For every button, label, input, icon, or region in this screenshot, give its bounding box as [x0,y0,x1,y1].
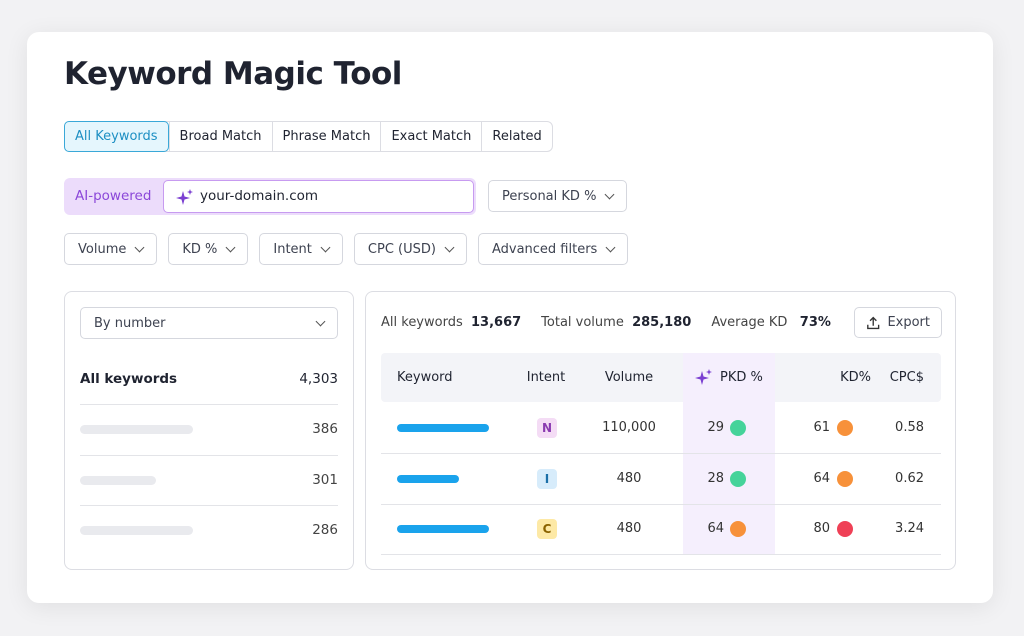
count: 286 [312,522,338,538]
summary-label: Total volume [541,315,624,330]
intent-badge: I [537,468,557,489]
export-button[interactable]: Export [854,307,942,338]
kd: 61 [813,420,830,435]
column-header: Intent [526,370,566,385]
filter[interactable]: Intent [259,233,343,265]
filter[interactable]: KD % [168,233,249,265]
page-title: Keyword Magic Tool [64,56,402,92]
volume: 480 [616,521,642,536]
domain-input[interactable]: your-domain.com [163,180,474,213]
summary-value: 13,667 [471,315,522,330]
right-panel: All keywords 13,667 Total volume 285,180… [365,291,956,570]
chevron [604,189,615,199]
keyword-placeholder [397,424,489,432]
kd-dot [837,420,853,436]
filter[interactable]: CPC (USD) [353,233,467,265]
chevron [444,242,455,252]
count: 301 [312,472,338,488]
export-icon [867,316,880,329]
match-tabs: All Keywords Broad Match Phrase Match Ex… [64,121,553,152]
table: Keyword Intent Volume PKD % KD% CPC$ N 110,000 2… [366,292,957,571]
cpc: 0.58 [895,420,924,435]
kd-dot [837,521,853,537]
filter-label: Intent [273,241,312,257]
filters: Volume KD % Intent CPC (USD) Advanced fi… [64,233,629,265]
summary-label: All keywords [381,315,463,330]
keyword-placeholder [397,474,459,483]
summary-value: 73% [799,315,831,330]
dropdown[interactable]: Personal KD % [488,180,628,212]
volume: 480 [616,470,642,486]
cpc: 3.24 [895,521,924,536]
separator [80,404,338,405]
filter[interactable]: Volume [64,233,158,265]
pkd: 64 [707,521,724,536]
ai-label: AI-powered [75,188,152,204]
pkd: 28 [707,470,724,486]
summary-value: 285,180 [632,315,692,330]
row-separator [381,503,941,505]
total-label: All keywords [80,371,178,387]
summary-item: Average KD 73% [711,315,831,330]
dropdown-label: Personal KD % [502,188,597,204]
filter-label: KD % [182,241,218,257]
chevron [605,242,616,252]
summary: All keywords 13,667 Total volume 285,180… [381,315,831,330]
sparkle-icon [695,369,713,387]
column-header: Volume [604,370,654,385]
cpc: 0.62 [895,470,924,486]
tab[interactable]: Broad Match [168,122,272,151]
ai-search: AI-powered your-domain.com [64,178,476,215]
separator [80,455,338,456]
dropdown[interactable]: By number [80,307,338,339]
chevron [134,242,145,252]
tab[interactable]: All Keywords [64,121,169,152]
tab[interactable]: Phrase Match [271,122,381,151]
placeholder [80,476,156,485]
chevron [225,242,236,252]
separator [80,505,338,506]
summary-item: All keywords 13,667 [381,315,521,330]
sparkle-icon [176,189,193,205]
chevron [315,316,326,326]
kd: 64 [813,470,830,486]
count: 386 [312,421,338,437]
column-header: PKD % [720,370,763,385]
pkd-dot [730,420,746,436]
tab[interactable]: Related [481,122,551,151]
total-count: 4,303 [299,371,338,387]
export-label: Export [887,315,930,330]
kd-dot [837,470,853,487]
left-panel: By number All keywords 4,303 386 301 286 [64,291,354,570]
summary-item: Total volume 285,180 [541,315,691,330]
input-value: your-domain.com [200,188,319,204]
column-header: KD% [840,370,871,385]
row-separator [381,453,941,454]
pkd-dot [730,521,746,537]
keyword-placeholder [397,525,489,533]
pkd-dot [730,470,746,487]
dropdown-label: By number [94,315,166,331]
intent-badge: C [537,519,557,539]
placeholder [80,526,193,535]
placeholder [80,425,193,434]
filter[interactable]: Advanced filters [477,233,629,265]
filter-label: Advanced filters [491,241,598,257]
column-header: Keyword [397,370,453,385]
filter-label: CPC (USD) [367,241,436,257]
chevron [320,242,331,252]
intent-badge: N [537,418,557,438]
table-header [381,353,941,402]
tab[interactable]: Exact Match [380,122,481,151]
column-header: CPC$ [889,370,924,385]
row-separator [381,554,941,555]
kd: 80 [813,521,830,536]
summary-label: Average KD [711,315,788,330]
filter-label: Volume [78,241,127,257]
volume: 110,000 [602,420,656,435]
pkd: 29 [707,420,724,435]
